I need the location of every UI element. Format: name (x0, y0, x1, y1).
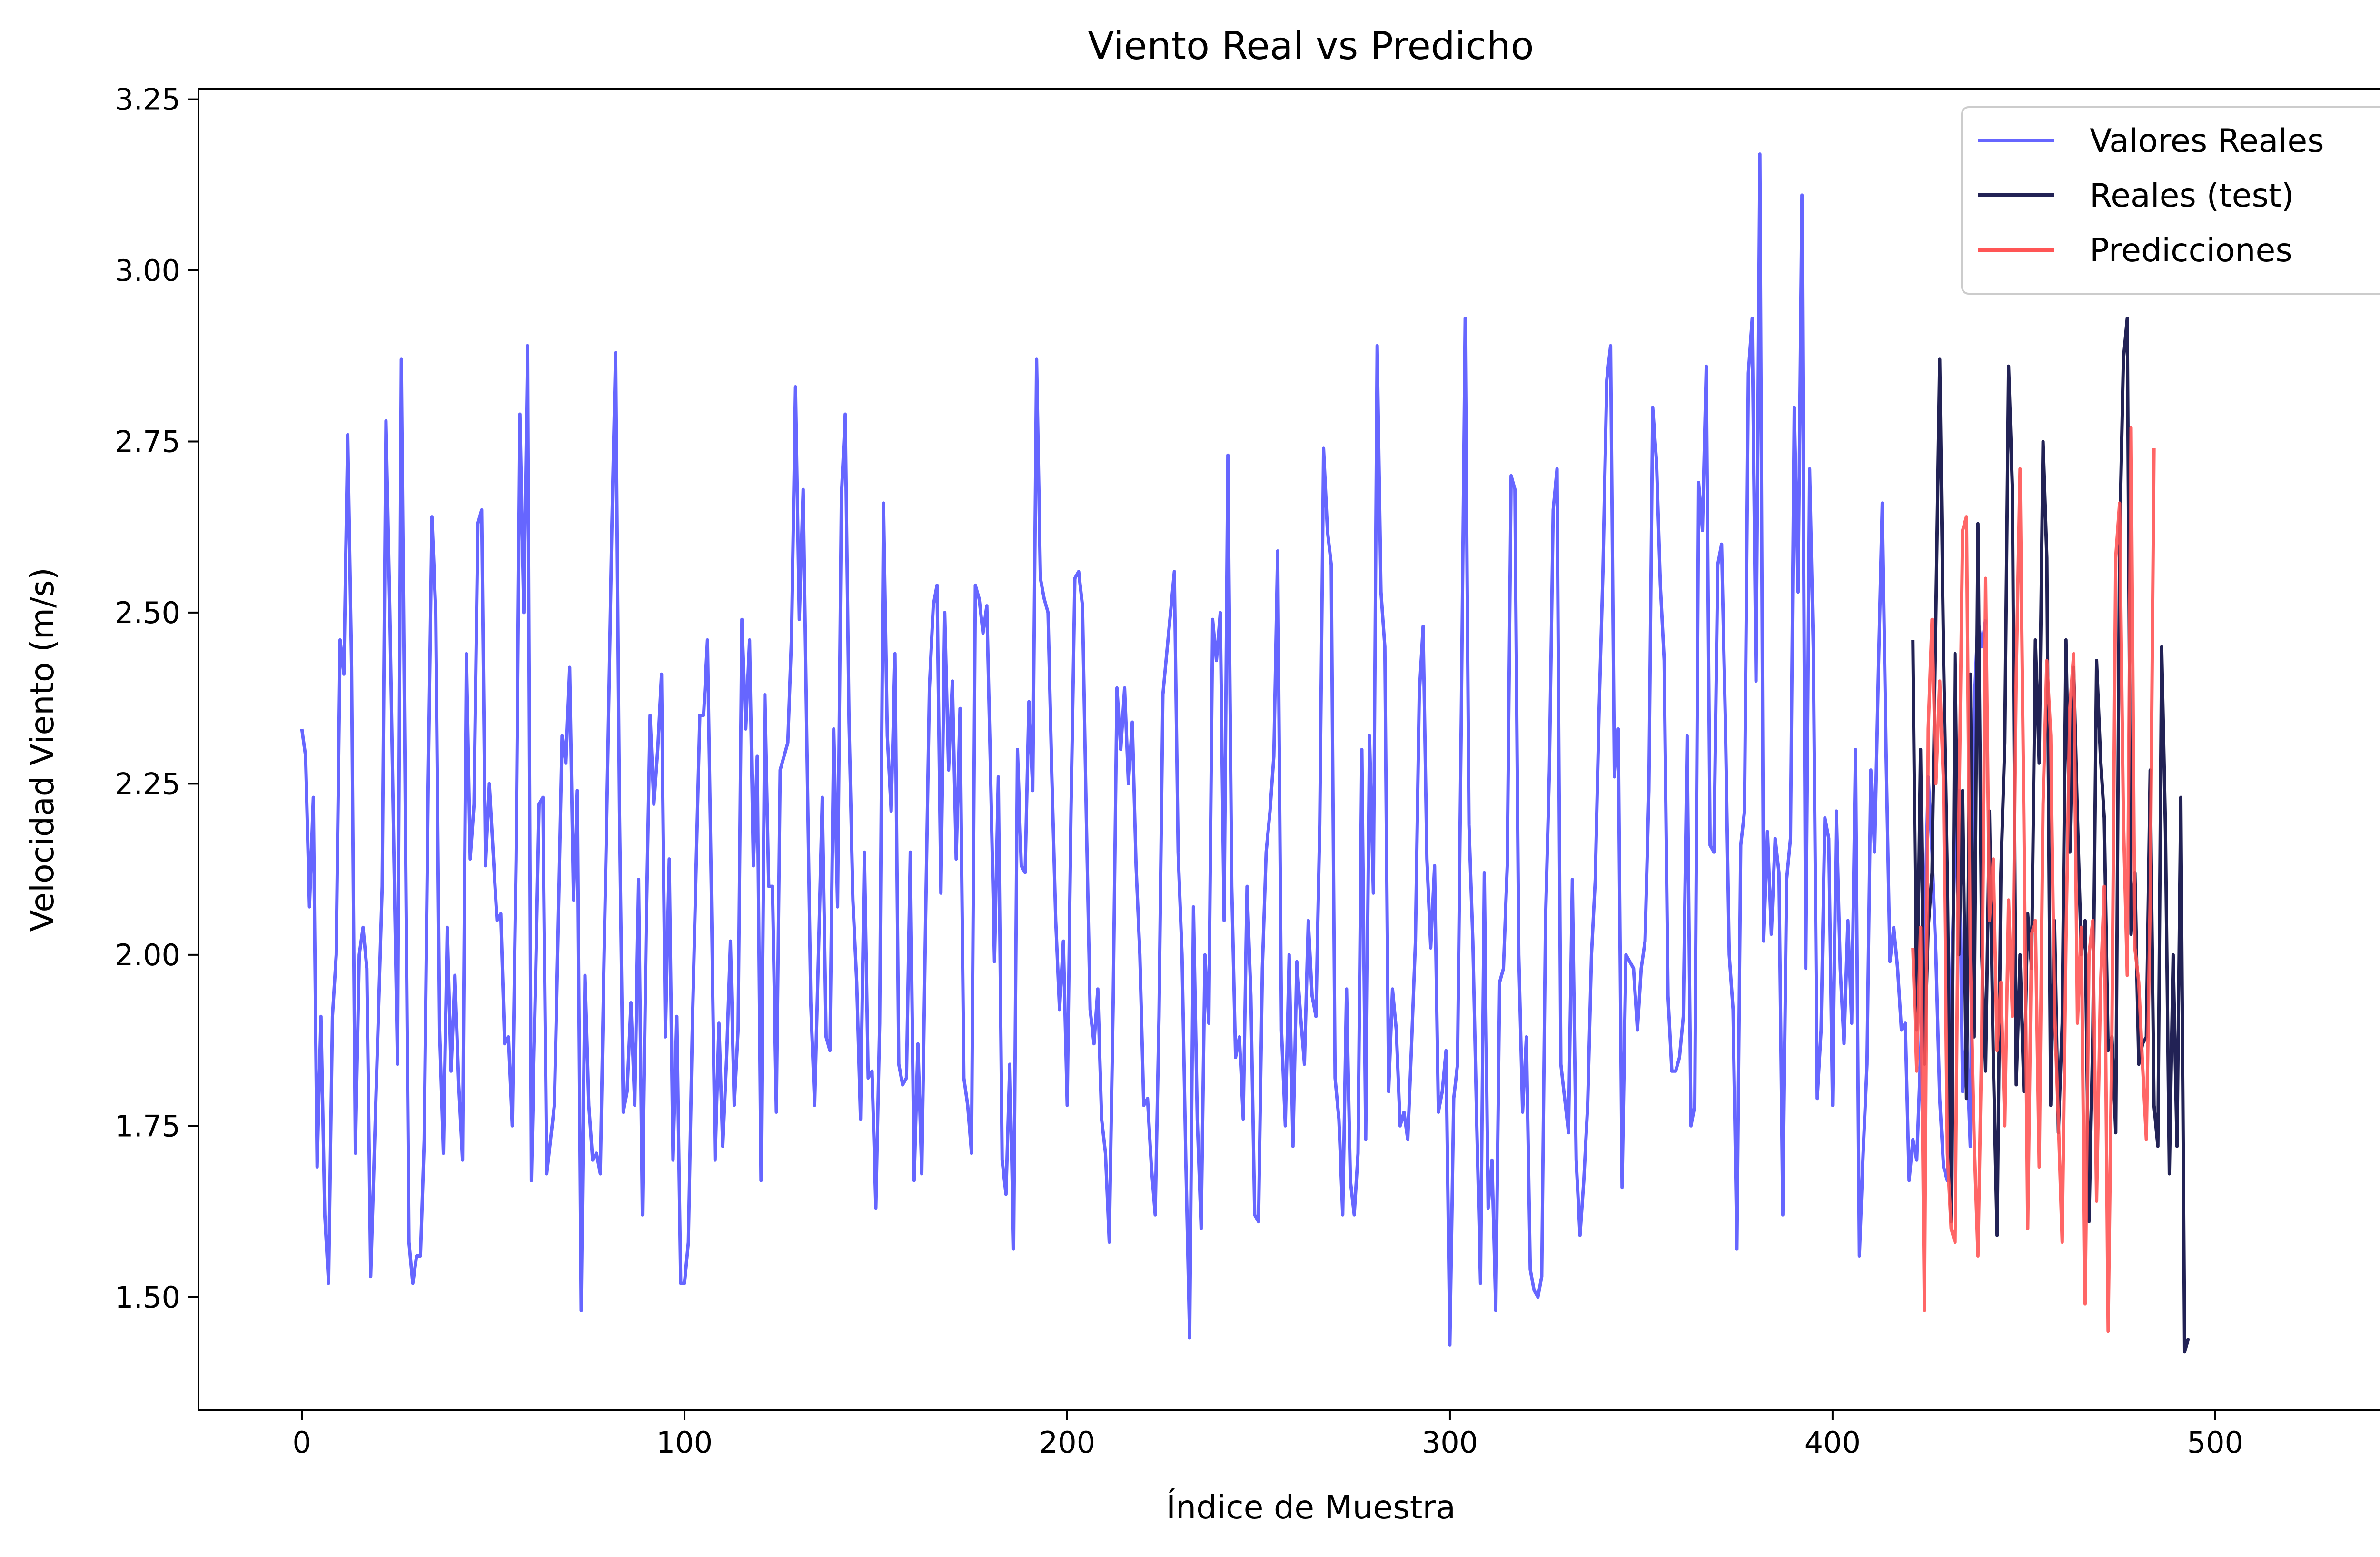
legend-label: Reales (test) (2090, 177, 2294, 215)
x-tick-label: 0 (292, 1425, 311, 1460)
x-tick-label: 400 (1805, 1425, 1861, 1460)
y-tick-label: 2.75 (115, 424, 180, 459)
y-tick-label: 2.25 (115, 766, 180, 801)
legend-box (1961, 106, 2380, 295)
y-tick-label: 2.50 (115, 595, 180, 630)
legend-items: Valores Reales Reales (test) Predicciones (1978, 122, 2324, 269)
y-axis-label: Velocidad Viento (m/s) (24, 567, 61, 932)
series-line-1 (300, 152, 1987, 1347)
y-tick-label: 1.75 (115, 1109, 180, 1143)
plot-frame (198, 88, 2380, 1411)
y-axis: 1.50 1.75 2.00 2.25 2.50 2.75 3.00 3.25 (115, 82, 198, 1315)
y-tick-label: 2.00 (115, 938, 180, 972)
x-tick-label: 300 (1422, 1425, 1478, 1460)
x-tick-label: 500 (2187, 1425, 2243, 1460)
series-line-3 (1911, 426, 2156, 1333)
y-tick-label: 3.25 (115, 82, 180, 117)
x-axis: 0 100 200 300 400 500 (292, 1410, 2243, 1460)
legend-label: Predicciones (2090, 232, 2292, 269)
y-tick-label: 1.50 (115, 1280, 180, 1315)
x-tick-label: 200 (1039, 1425, 1095, 1460)
x-axis-label: Índice de Muestra (1166, 1488, 1456, 1527)
legend: Valores Reales Reales (test) Predicciones (1961, 106, 2380, 295)
y-tick-label: 3.00 (115, 253, 180, 288)
series-layer (300, 152, 2190, 1354)
legend-label: Valores Reales (2090, 122, 2324, 160)
x-tick-label: 100 (656, 1425, 713, 1460)
chart-title: Viento Real vs Predicho (1088, 24, 1534, 68)
